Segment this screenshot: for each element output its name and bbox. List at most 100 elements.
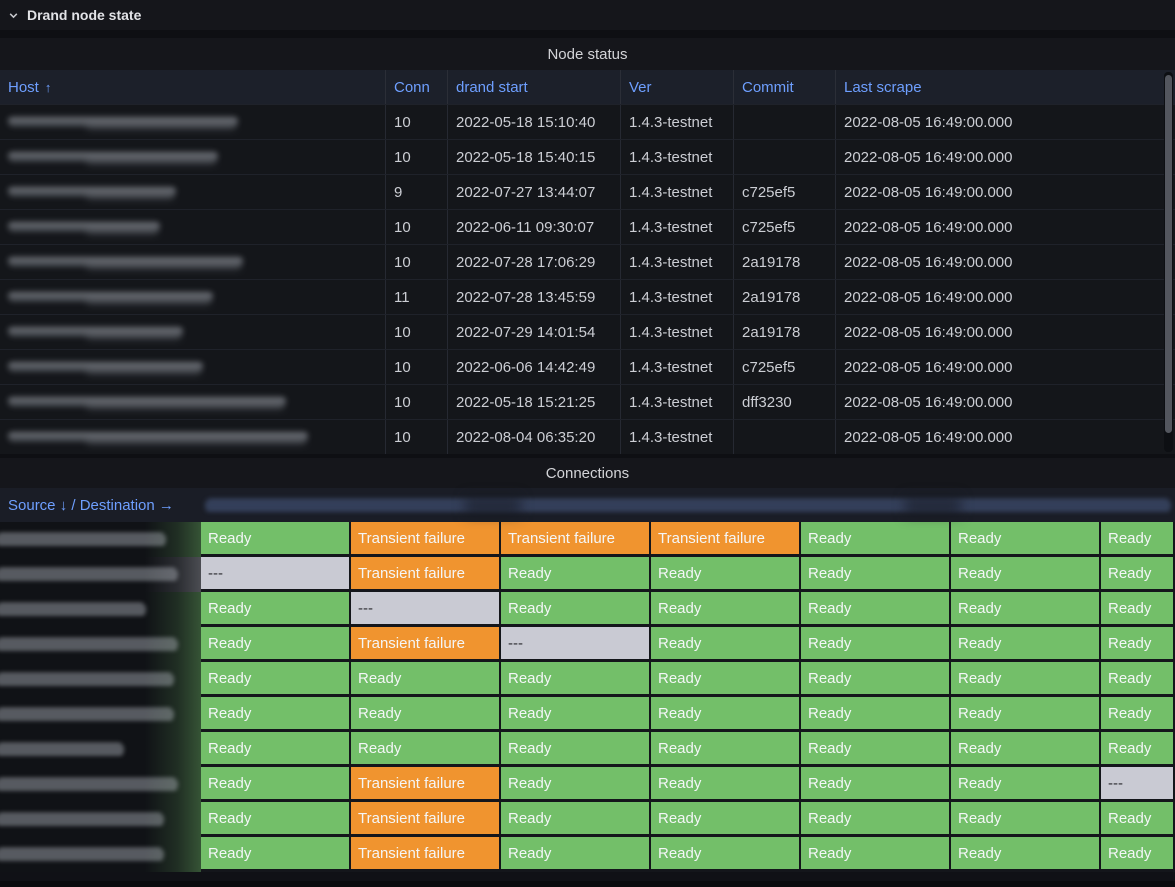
column-header-drand-start[interactable]: drand start	[447, 70, 620, 104]
redacted-header-gap	[905, 496, 961, 516]
last-scrape-cell: 2022-08-05 16:49:00.000	[835, 350, 1175, 384]
connection-status-cell-ready: Ready	[501, 557, 651, 592]
connection-status-cell-ready: Ready	[1101, 627, 1175, 662]
node-status-panel-title[interactable]: Node status	[0, 38, 1175, 70]
connection-status-cell-ready: Ready	[351, 697, 501, 732]
node-status-row: 10 2022-05-18 15:21:25 1.4.3-testnet dff323…	[0, 384, 1175, 419]
drand-start-cell: 2022-07-28 17:06:29	[447, 245, 620, 279]
connections-column-headers: Source ↓ / Destination →	[0, 488, 1175, 522]
source-destination-corner-label[interactable]: Source ↓ / Destination →	[8, 496, 174, 514]
source-redacted	[0, 767, 201, 802]
last-scrape-cell: 2022-08-05 16:49:00.000	[835, 175, 1175, 209]
connections-row: Ready --- Ready Ready Ready Ready Ready	[0, 592, 1175, 627]
node-status-row: 10 2022-07-28 17:06:29 1.4.3-testnet 2a1917…	[0, 244, 1175, 279]
connection-status-cell-ready: Ready	[501, 662, 651, 697]
column-header-conn[interactable]: Conn	[385, 70, 447, 104]
connection-status-cell-ready: Ready	[501, 592, 651, 627]
connection-status-cell-ready: Ready	[651, 627, 801, 662]
connection-status-cell-na: ---	[501, 627, 651, 662]
connection-status-cell-ready: Ready	[651, 732, 801, 767]
connection-status-cell-ready: Ready	[801, 697, 951, 732]
conn-cell: 11	[385, 280, 447, 314]
connection-status-cell-ready: Ready	[1101, 697, 1175, 732]
connections-row: --- Transient failure Ready Ready Ready Ready…	[0, 557, 1175, 592]
conn-cell: 10	[385, 245, 447, 279]
source-redacted	[0, 837, 201, 872]
connection-status-cell-ready: Ready	[951, 557, 1101, 592]
connection-status-cell-ready: Ready	[951, 767, 1101, 802]
ver-cell: 1.4.3-testnet	[620, 105, 733, 139]
last-scrape-cell: 2022-08-05 16:49:00.000	[835, 280, 1175, 314]
commit-cell: c725ef5	[733, 210, 835, 244]
connection-status-cell-ready: Ready	[1101, 837, 1175, 872]
redacted-destination-headers	[205, 499, 1171, 512]
connection-status-cell-ready: Ready	[651, 802, 801, 837]
connection-status-cell-ready: Ready	[951, 697, 1101, 732]
connection-status-cell-ready: Ready	[651, 697, 801, 732]
connection-status-cell-ready: Ready	[201, 627, 351, 662]
connections-panel: Connections Source ↓ / Destination → Rea…	[0, 458, 1175, 872]
column-header-ver[interactable]: Ver	[620, 70, 733, 104]
connection-status-cell-ready: Ready	[201, 662, 351, 697]
scrollbar-thumb[interactable]	[1165, 75, 1172, 433]
node-status-row: 10 2022-05-18 15:40:15 1.4.3-testnet 2022-0…	[0, 139, 1175, 174]
connection-status-cell-ready: Ready	[501, 837, 651, 872]
conn-cell: 10	[385, 140, 447, 174]
commit-cell	[733, 420, 835, 454]
connection-status-cell-transient: Transient failure	[351, 767, 501, 802]
column-header-commit[interactable]: Commit	[733, 70, 835, 104]
column-header-last-scrape[interactable]: Last scrape	[835, 70, 1175, 104]
connections-panel-title[interactable]: Connections	[0, 458, 1175, 488]
column-header-host[interactable]: Host ↑	[8, 78, 52, 96]
connection-status-cell-ready: Ready	[951, 662, 1101, 697]
dashboard-row-header[interactable]: Drand node state	[0, 0, 1175, 30]
source-redacted	[0, 557, 201, 592]
ver-cell: 1.4.3-testnet	[620, 420, 733, 454]
node-status-row: 9 2022-07-27 13:44:07 1.4.3-testnet c725ef5…	[0, 174, 1175, 209]
connections-row: Ready Transient failure --- Ready Ready Ready…	[0, 627, 1175, 662]
commit-cell: 2a19178	[733, 280, 835, 314]
connection-status-cell-ready: Ready	[801, 767, 951, 802]
drand-start-cell: 2022-05-18 15:21:25	[447, 385, 620, 419]
drand-start-cell: 2022-07-28 13:45:59	[447, 280, 620, 314]
connection-status-cell-transient: Transient failure	[351, 627, 501, 662]
host-redacted	[0, 140, 385, 174]
host-redacted	[0, 175, 385, 209]
ver-cell: 1.4.3-testnet	[620, 280, 733, 314]
conn-cell: 10	[385, 315, 447, 349]
host-redacted	[0, 280, 385, 314]
connection-status-cell-ready: Ready	[801, 592, 951, 627]
connection-status-cell-ready: Ready	[651, 557, 801, 592]
host-redacted	[0, 315, 385, 349]
connection-status-cell-ready: Ready	[501, 802, 651, 837]
node-status-row: 10 2022-07-29 14:01:54 1.4.3-testnet 2a1917…	[0, 314, 1175, 349]
connection-status-cell-ready: Ready	[201, 732, 351, 767]
node-status-row: 10 2022-08-04 06:35:20 1.4.3-testnet 2022-0…	[0, 419, 1175, 454]
node-status-scrollbar[interactable]	[1164, 72, 1173, 452]
conn-cell: 10	[385, 420, 447, 454]
drand-start-cell: 2022-08-04 06:35:20	[447, 420, 620, 454]
connection-status-cell-ready: Ready	[951, 592, 1101, 627]
connection-status-cell-transient: Transient failure	[501, 522, 651, 557]
host-redacted	[0, 420, 385, 454]
connection-status-cell-ready: Ready	[1101, 802, 1175, 837]
host-redacted	[0, 105, 385, 139]
commit-cell: c725ef5	[733, 350, 835, 384]
ver-cell: 1.4.3-testnet	[620, 245, 733, 279]
node-status-row: 10 2022-05-18 15:10:40 1.4.3-testnet 2022-0…	[0, 104, 1175, 139]
connections-row: Ready Ready Ready Ready Ready Ready Ready	[0, 662, 1175, 697]
connection-status-cell-ready: Ready	[801, 802, 951, 837]
commit-cell: 2a19178	[733, 245, 835, 279]
connection-status-cell-ready: Ready	[201, 837, 351, 872]
connection-status-cell-ready: Ready	[351, 732, 501, 767]
last-scrape-cell: 2022-08-05 16:49:00.000	[835, 385, 1175, 419]
page-bottom-strip	[0, 872, 1175, 887]
connection-status-cell-na: ---	[1101, 767, 1175, 802]
sort-ascending-icon: ↑	[44, 79, 52, 95]
node-status-row: 10 2022-06-06 14:42:49 1.4.3-testnet c725ef…	[0, 349, 1175, 384]
connection-status-cell-ready: Ready	[1101, 557, 1175, 592]
last-scrape-cell: 2022-08-05 16:49:00.000	[835, 420, 1175, 454]
ver-cell: 1.4.3-testnet	[620, 350, 733, 384]
commit-cell: dff3230	[733, 385, 835, 419]
connection-status-cell-na: ---	[351, 592, 501, 627]
